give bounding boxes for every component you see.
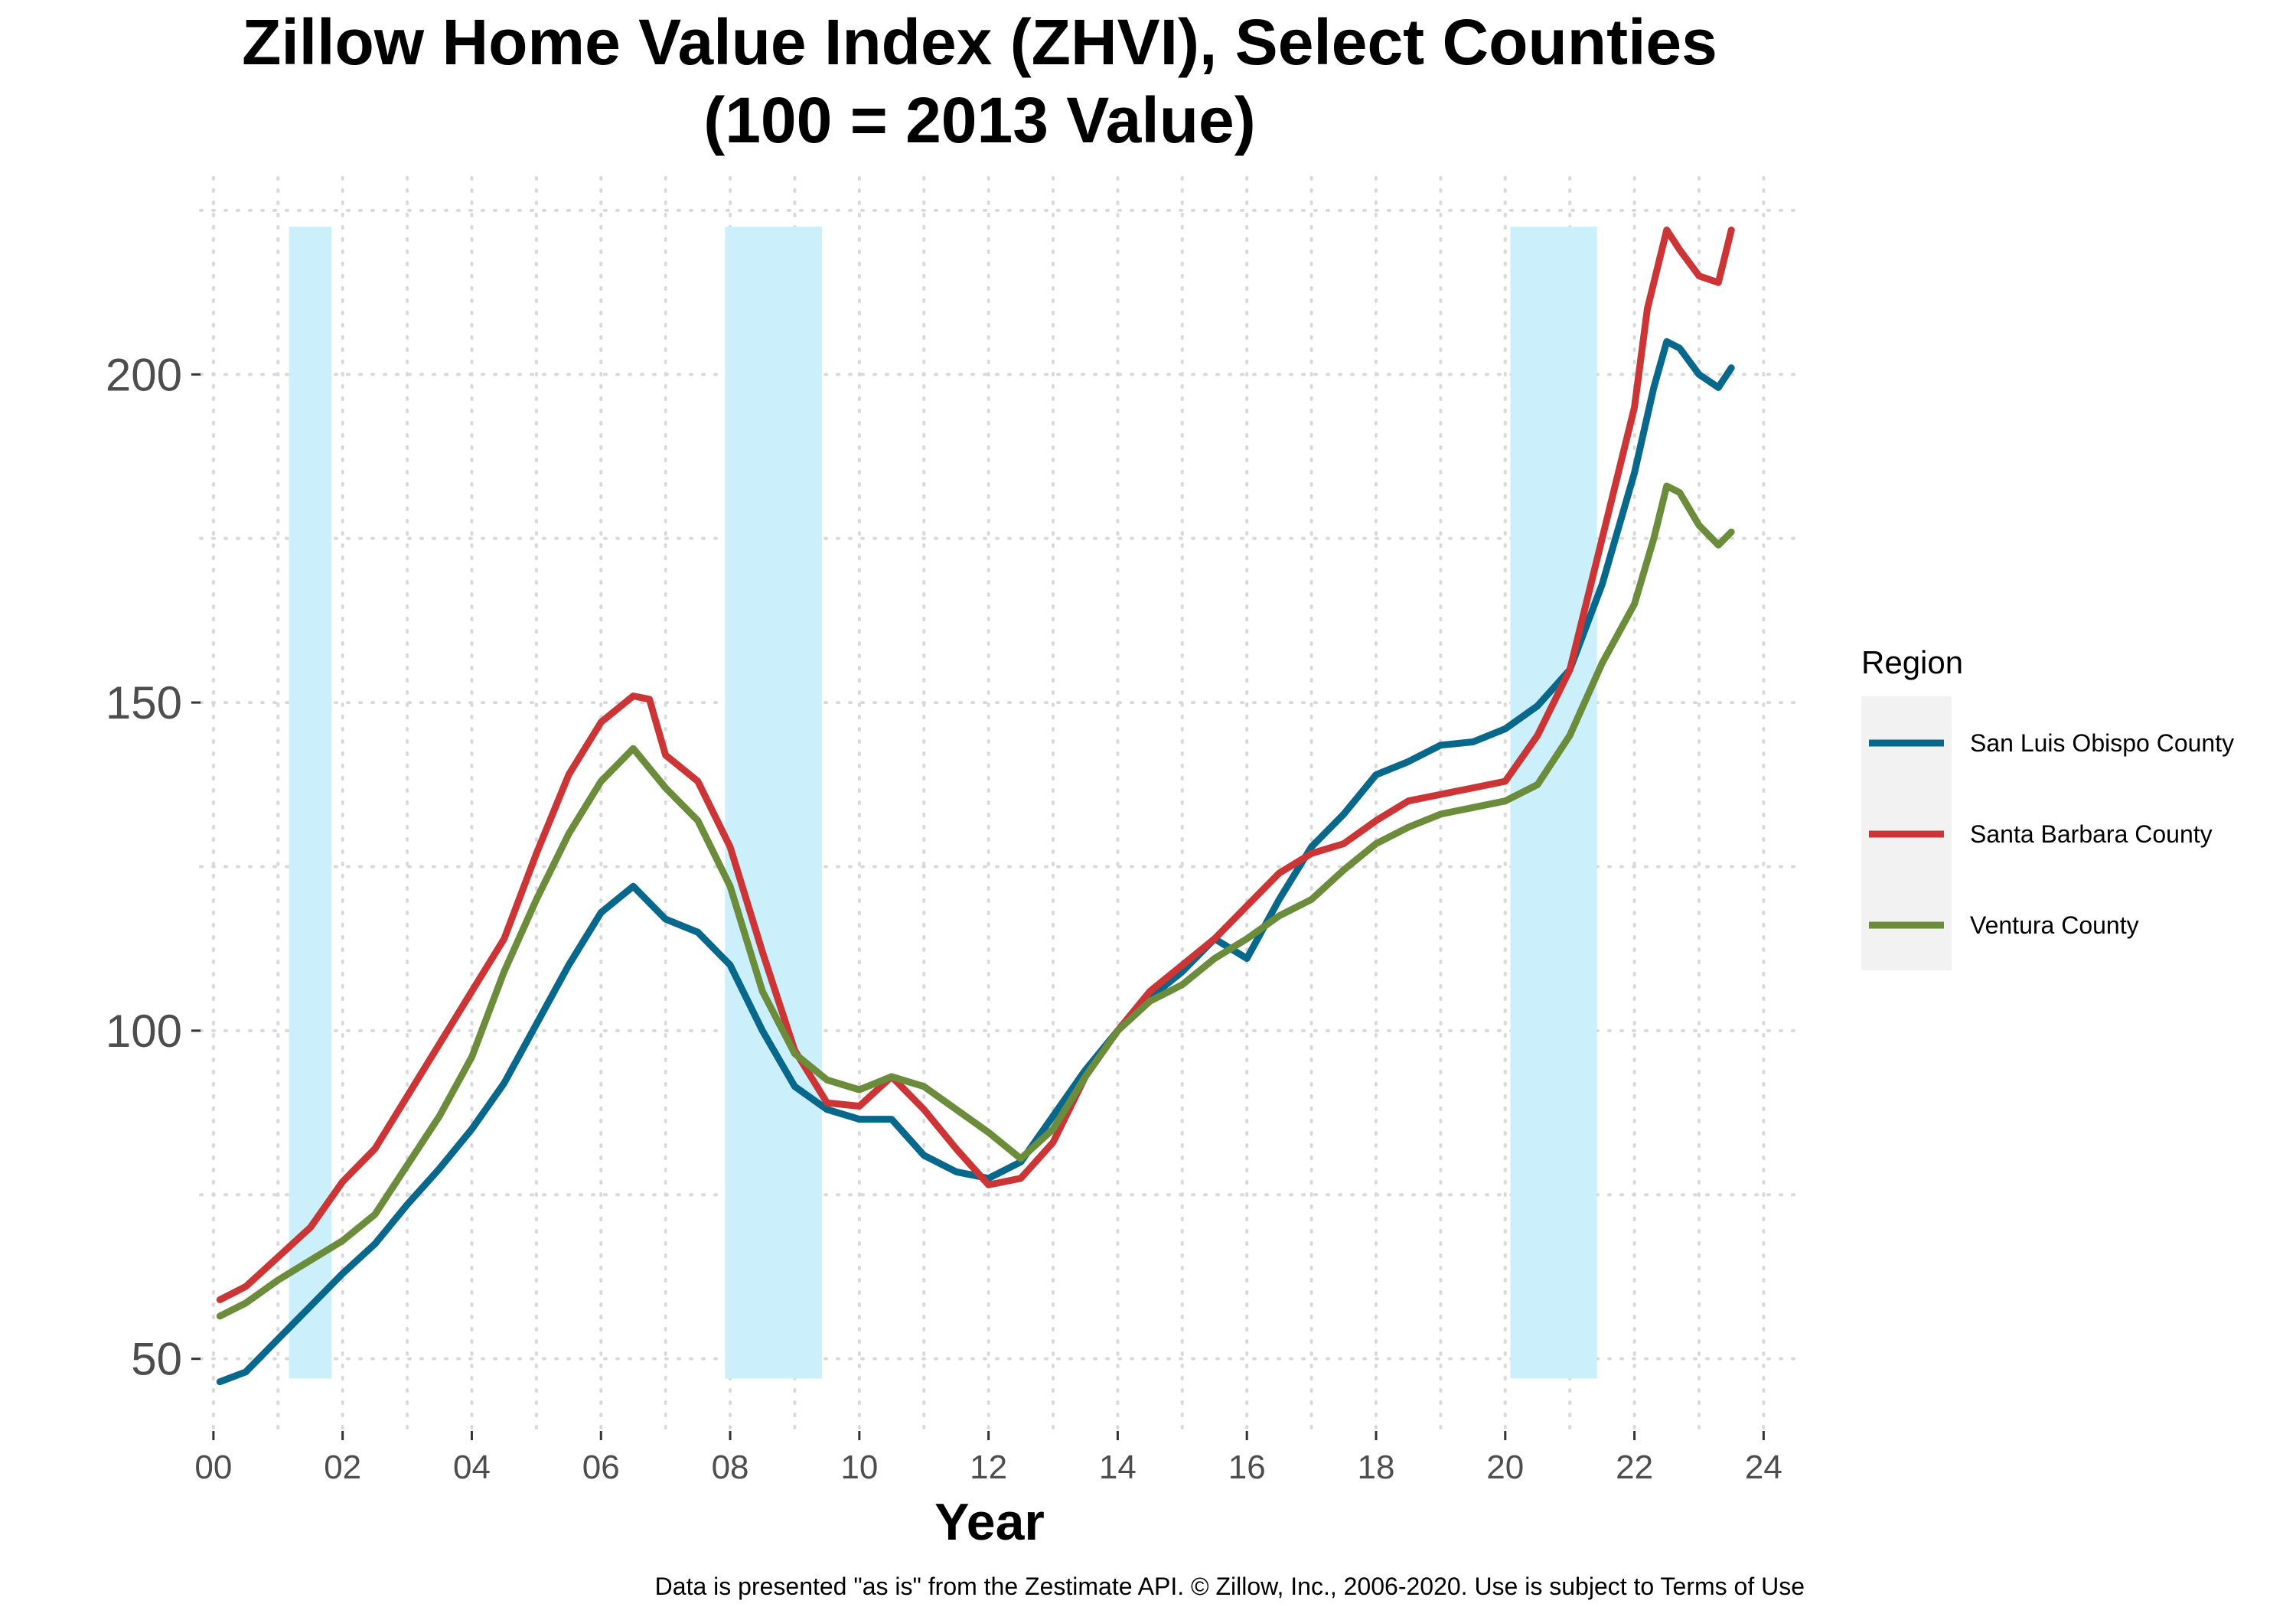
legend: Region San Luis Obispo County Santa Barb… — [1861, 644, 2234, 970]
axes: 50 100 150 200 00 02 04 06 08 10 12 14 16 18 20 22 24 — [106, 349, 1782, 1486]
x-tick-label: 06 — [582, 1449, 620, 1486]
recession-band — [289, 227, 332, 1379]
y-tick-label: 50 — [131, 1334, 182, 1385]
legend-label-ventura: Ventura County — [1970, 911, 2139, 939]
x-tick-label: 14 — [1099, 1449, 1137, 1486]
recession-shading — [289, 227, 1597, 1379]
line-santa-barbara-county — [216, 227, 1735, 1303]
x-tick-label: 22 — [1616, 1449, 1653, 1486]
x-tick-label: 16 — [1228, 1449, 1266, 1486]
recession-band — [725, 227, 822, 1379]
x-tick-label: 18 — [1358, 1449, 1395, 1486]
x-tick-label: 10 — [840, 1449, 878, 1486]
line-ventura-county — [216, 482, 1735, 1320]
recession-band — [1510, 227, 1597, 1379]
series-lines — [216, 227, 1735, 1386]
x-tick-label: 24 — [1745, 1449, 1782, 1486]
y-tick-label: 200 — [106, 349, 182, 400]
x-tick-label: 02 — [324, 1449, 361, 1486]
y-tick-label: 150 — [106, 677, 182, 729]
legend-label-san-luis-obispo: San Luis Obispo County — [1970, 729, 2234, 757]
x-tick-label: 08 — [712, 1449, 749, 1486]
x-tick-label: 04 — [453, 1449, 491, 1486]
x-tick-label: 00 — [194, 1449, 232, 1486]
x-tick-label: 12 — [970, 1449, 1007, 1486]
legend-title: Region — [1861, 644, 1963, 680]
chart-title: Zillow Home Value Index (ZHVI), Select C… — [242, 6, 1717, 78]
y-tick-label: 100 — [106, 1006, 182, 1057]
x-tick-label: 20 — [1486, 1449, 1524, 1486]
x-axis-title: Year — [934, 1493, 1045, 1551]
legend-label-santa-barbara: Santa Barbara County — [1970, 820, 2213, 848]
caption: Data is presented "as is" from the Zesti… — [655, 1573, 1805, 1600]
chart-subtitle: (100 = 2013 Value) — [703, 84, 1256, 156]
